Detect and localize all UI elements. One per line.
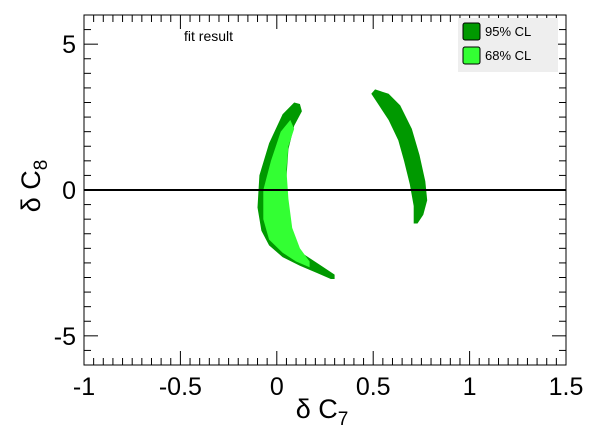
x-tick-label: 1 xyxy=(463,373,477,401)
x-tick-label: 0 xyxy=(270,373,284,401)
tick-labels: -1 -0.5 0 0.5 1 1.5 -5 0 5 xyxy=(54,31,584,401)
x-tick-label: 1.5 xyxy=(549,373,584,401)
fit-result-label: fit result xyxy=(184,28,233,44)
axis-ticks xyxy=(83,14,567,366)
region-68-cl-1 xyxy=(263,120,310,268)
y-axis-subscript: 8 xyxy=(31,160,52,171)
x-axis-symbol: δ C xyxy=(296,394,338,424)
x-axis-subscript: 7 xyxy=(338,409,349,430)
plot-frame xyxy=(83,14,567,366)
y-axis-symbol: δ C xyxy=(16,170,46,212)
x-tick-label: -1 xyxy=(73,373,95,401)
x-axis-title: δ C7 xyxy=(296,394,349,430)
x-tick-label: -0.5 xyxy=(159,373,202,401)
legend: 95% CL 68% CL xyxy=(458,18,558,72)
y-tick-label: 0 xyxy=(62,177,76,205)
y-tick-label: -5 xyxy=(54,323,76,351)
legend-label: 95% CL xyxy=(485,24,531,39)
y-tick-label: 5 xyxy=(62,31,76,59)
y-axis-title: δ C8 xyxy=(16,160,52,213)
legend-swatch xyxy=(462,46,481,65)
legend-swatch xyxy=(462,22,481,41)
x-tick-label: 0.5 xyxy=(356,373,391,401)
legend-label: 68% CL xyxy=(485,48,531,63)
